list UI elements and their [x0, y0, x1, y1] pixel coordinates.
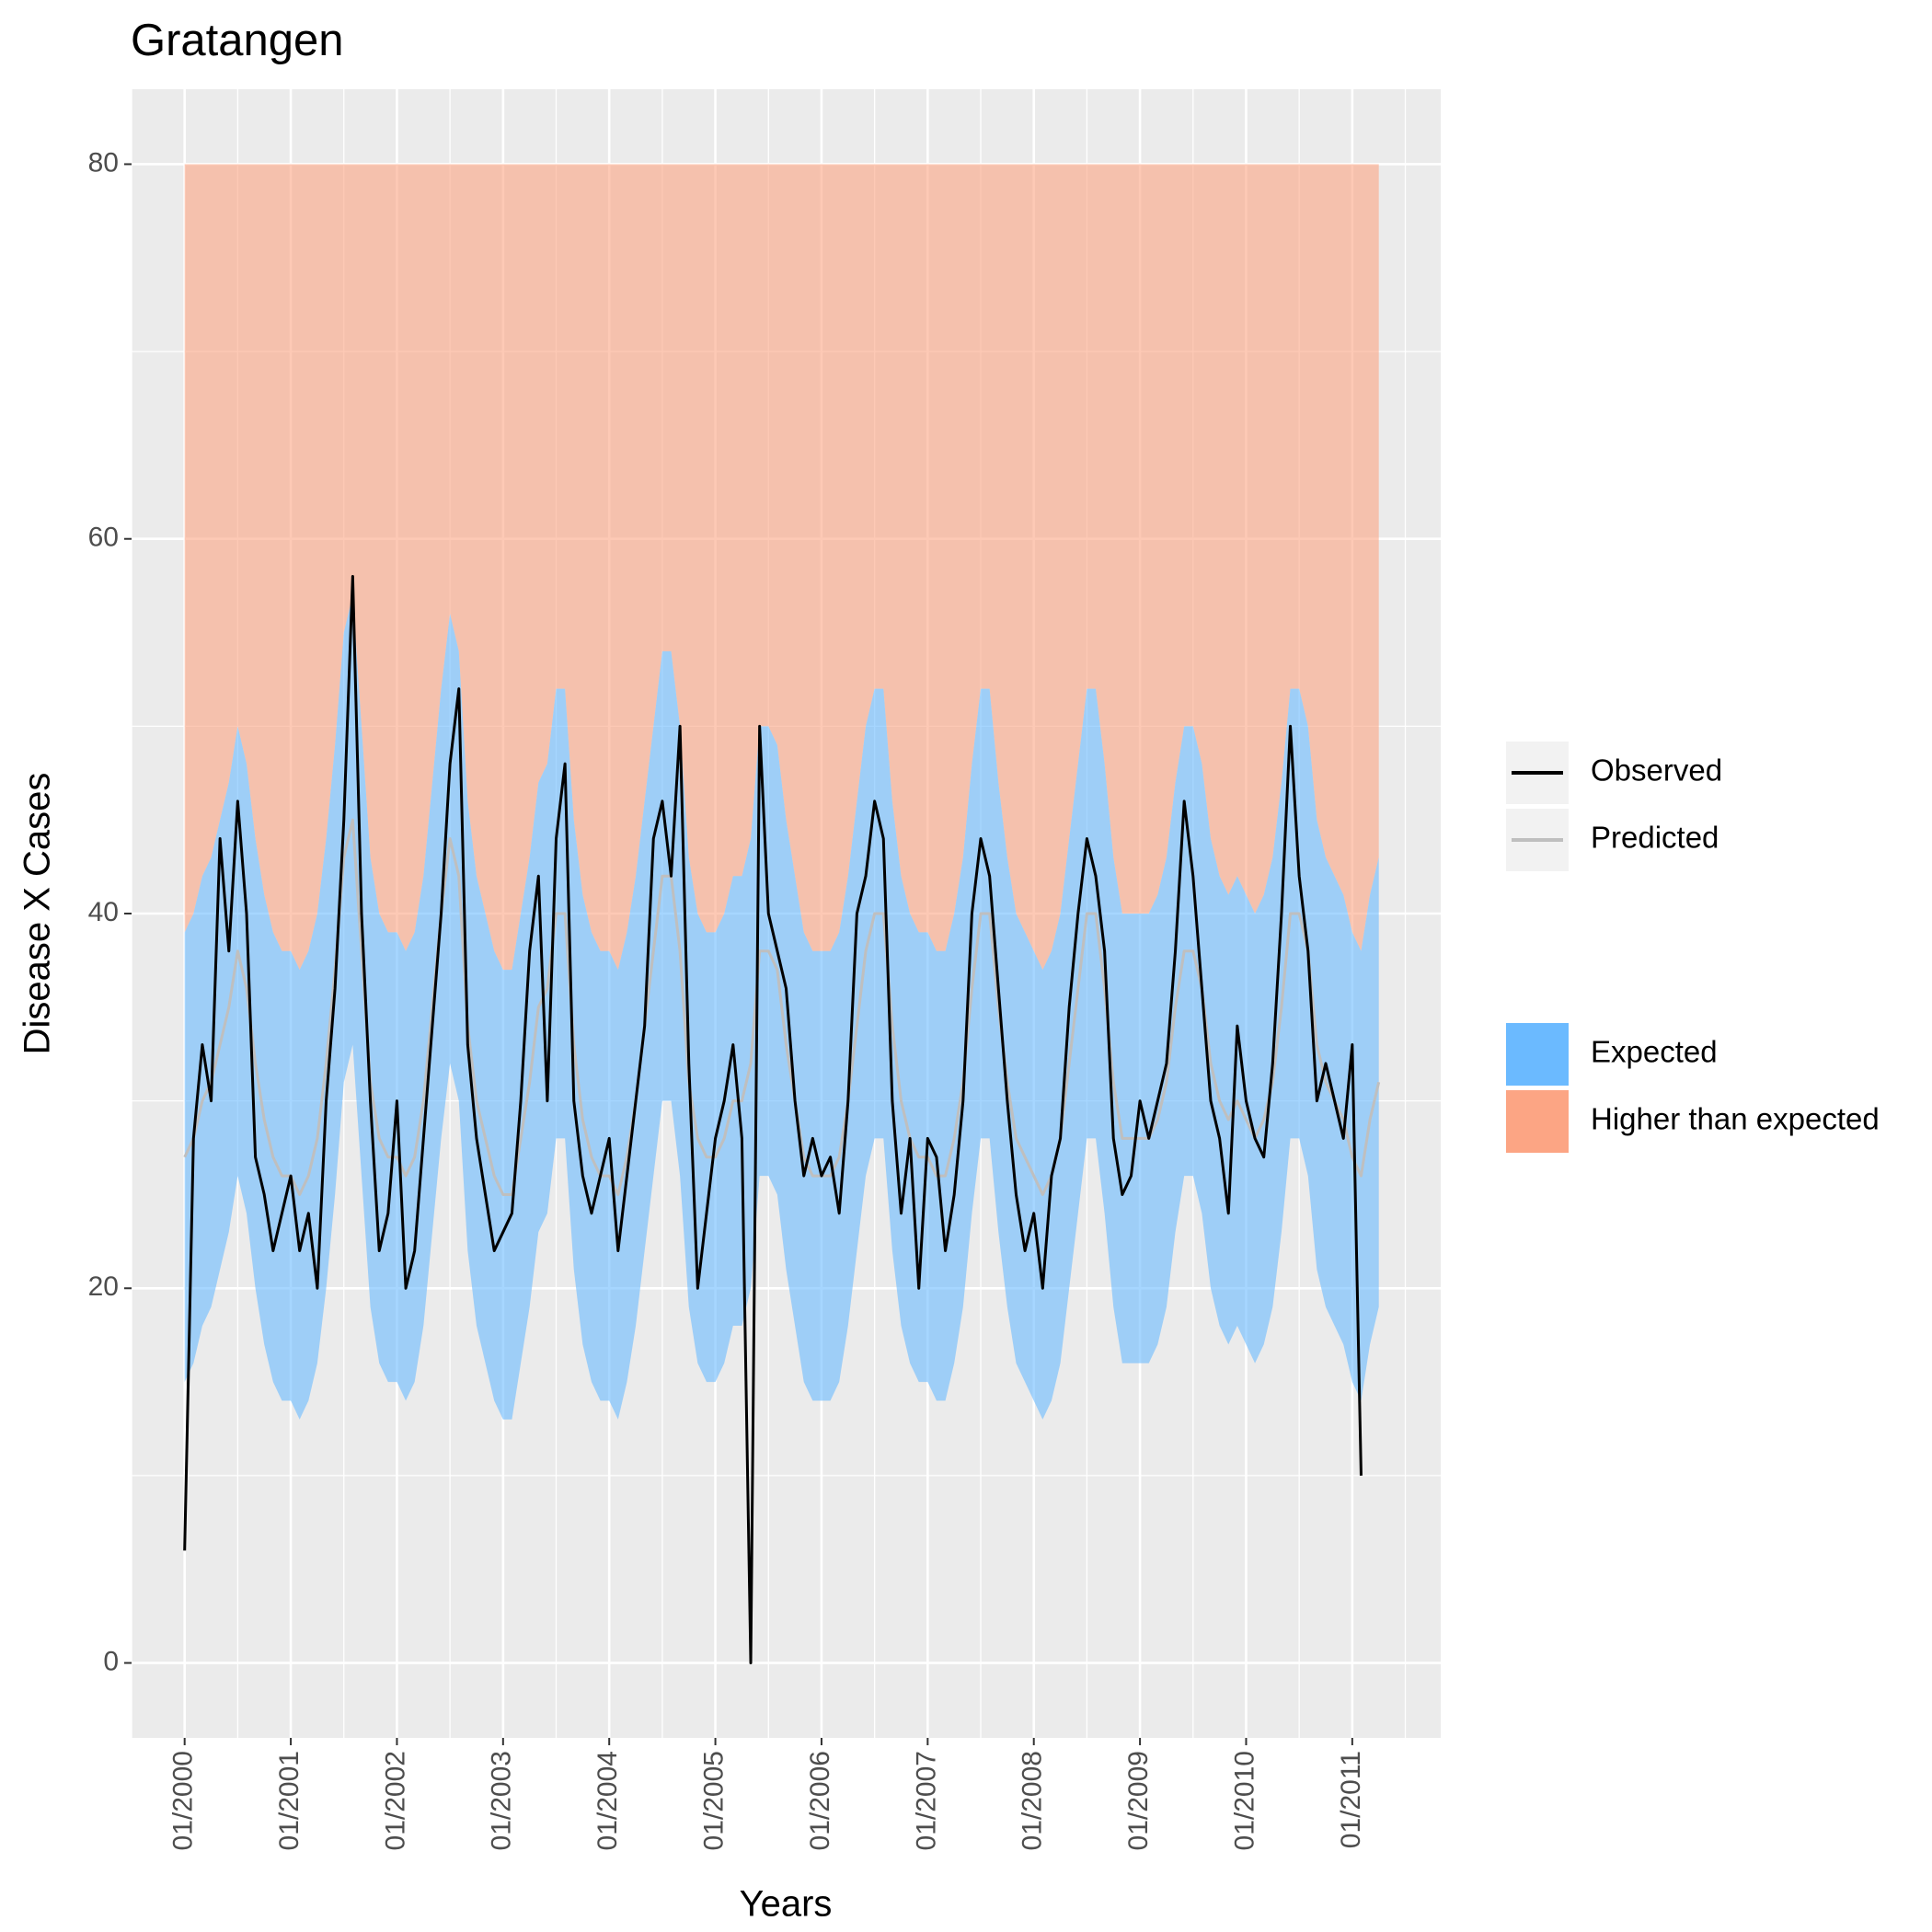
band — [184, 164, 1379, 971]
y-axis-title: Disease X Cases — [17, 773, 58, 1055]
x-tick-label: 01/2010 — [1229, 1751, 1259, 1850]
legend-label: Higher than expected — [1591, 1102, 1880, 1136]
x-tick-label: 01/2007 — [911, 1751, 941, 1850]
legend-swatch — [1506, 1090, 1569, 1153]
x-axis-title: Years — [740, 1884, 833, 1925]
y-tick-label: 40 — [88, 897, 119, 927]
chart-title: Gratangen — [131, 16, 344, 65]
x-tick-label: 01/2004 — [592, 1751, 623, 1850]
y-tick-label: 60 — [88, 523, 119, 553]
legend-swatch — [1506, 1023, 1569, 1086]
x-tick-label: 01/2003 — [487, 1751, 517, 1850]
y-tick-label: 0 — [103, 1646, 119, 1676]
line — [183, 818, 1381, 1196]
x-tick-label: 01/2008 — [1018, 1751, 1048, 1850]
y-tick-label: 20 — [88, 1271, 119, 1302]
x-tick-label: 01/2011 — [1336, 1751, 1366, 1848]
x-tick-label: 01/2000 — [168, 1751, 199, 1850]
line — [183, 574, 1363, 1665]
x-tick-label: 01/2005 — [699, 1751, 730, 1850]
legend-label: Observed — [1591, 753, 1722, 788]
x-tick-label: 01/2006 — [805, 1751, 835, 1850]
legend-label: Expected — [1591, 1035, 1718, 1069]
x-tick-label: 01/2009 — [1123, 1751, 1154, 1850]
x-tick-label: 01/2001 — [274, 1751, 305, 1850]
x-tick-label: 01/2002 — [380, 1751, 410, 1850]
y-tick-label: 80 — [88, 147, 119, 178]
legend-label: Predicted — [1591, 821, 1719, 855]
